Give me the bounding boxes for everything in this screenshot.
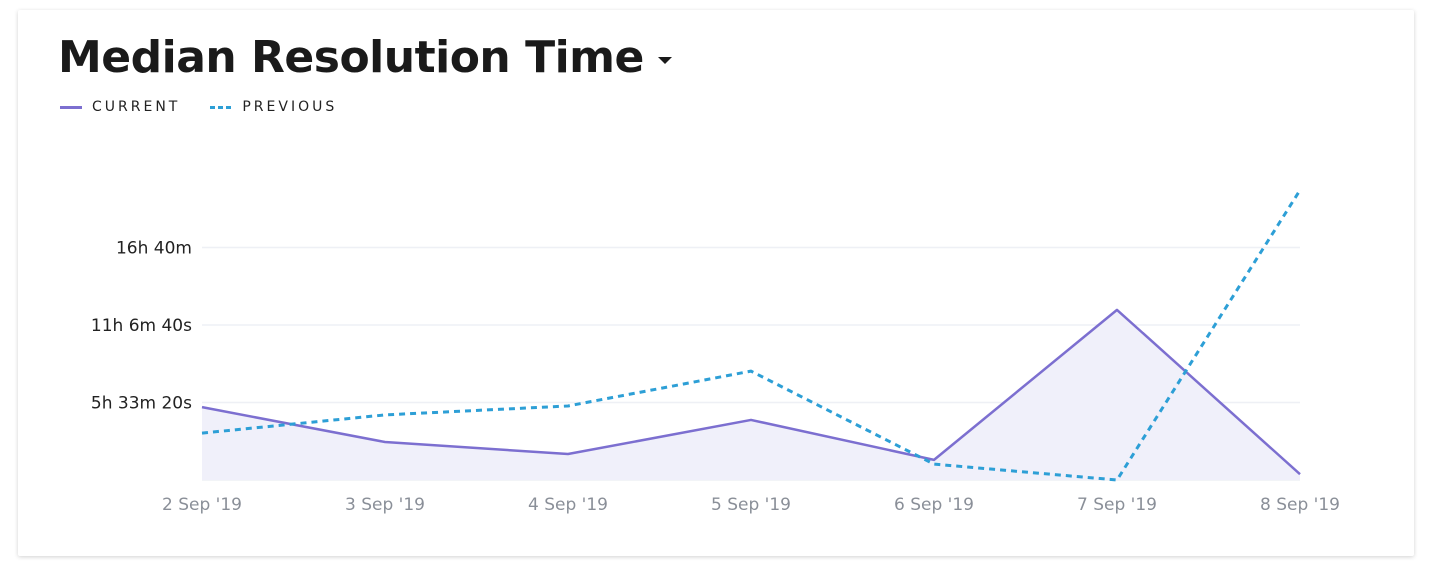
series-area-current [202, 309, 1300, 480]
chart-title: Median Resolution Time [58, 32, 644, 83]
legend-item-previous[interactable]: PREVIOUS [210, 99, 337, 115]
x-tick-label: 4 Sep '19 [528, 495, 608, 515]
y-tick-label: 5h 33m 20s [91, 394, 192, 414]
x-tick-label: 6 Sep '19 [894, 495, 974, 515]
legend-swatch-solid [60, 105, 82, 109]
x-tick-label: 8 Sep '19 [1260, 495, 1340, 515]
legend: CURRENT PREVIOUS [60, 99, 367, 115]
legend-swatch-dotted [210, 105, 233, 109]
x-tick-label: 2 Sep '19 [162, 495, 242, 515]
caret-down-icon[interactable] [657, 57, 672, 64]
y-tick-label: 11h 6m 40s [91, 316, 192, 336]
x-tick-label: 5 Sep '19 [711, 495, 791, 515]
legend-item-current[interactable]: CURRENT [60, 99, 180, 115]
legend-label: CURRENT [92, 99, 181, 115]
y-tick-label: 16h 40m [116, 239, 192, 259]
chart-title-dropdown[interactable]: Median Resolution Time [58, 32, 672, 83]
x-tick-label: 3 Sep '19 [345, 495, 425, 515]
x-tick-label: 7 Sep '19 [1077, 495, 1157, 515]
legend-label: PREVIOUS [242, 99, 338, 115]
